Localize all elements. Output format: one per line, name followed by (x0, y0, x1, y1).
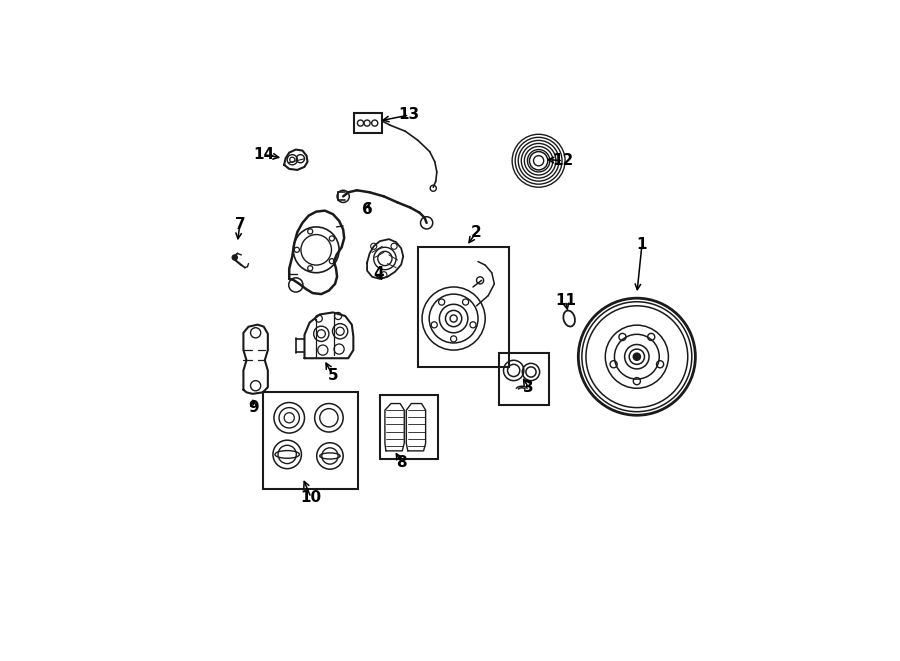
Circle shape (634, 353, 641, 360)
Text: 12: 12 (553, 153, 573, 169)
Text: 5: 5 (328, 368, 338, 383)
Text: 9: 9 (248, 400, 259, 415)
Text: 6: 6 (362, 202, 373, 217)
Text: 4: 4 (373, 266, 383, 281)
Bar (418, 247, 508, 367)
Bar (380, 395, 438, 459)
Text: 11: 11 (555, 293, 576, 308)
Circle shape (232, 255, 238, 260)
Text: 8: 8 (396, 455, 407, 469)
Text: 14: 14 (253, 147, 274, 162)
Text: 2: 2 (471, 225, 482, 239)
Bar (500, 353, 549, 405)
Bar (263, 393, 358, 489)
Text: 1: 1 (636, 237, 647, 253)
Bar (355, 114, 382, 133)
Text: 13: 13 (399, 108, 420, 122)
Text: 7: 7 (235, 217, 245, 232)
Text: 10: 10 (301, 490, 321, 505)
Text: 3: 3 (523, 380, 534, 395)
